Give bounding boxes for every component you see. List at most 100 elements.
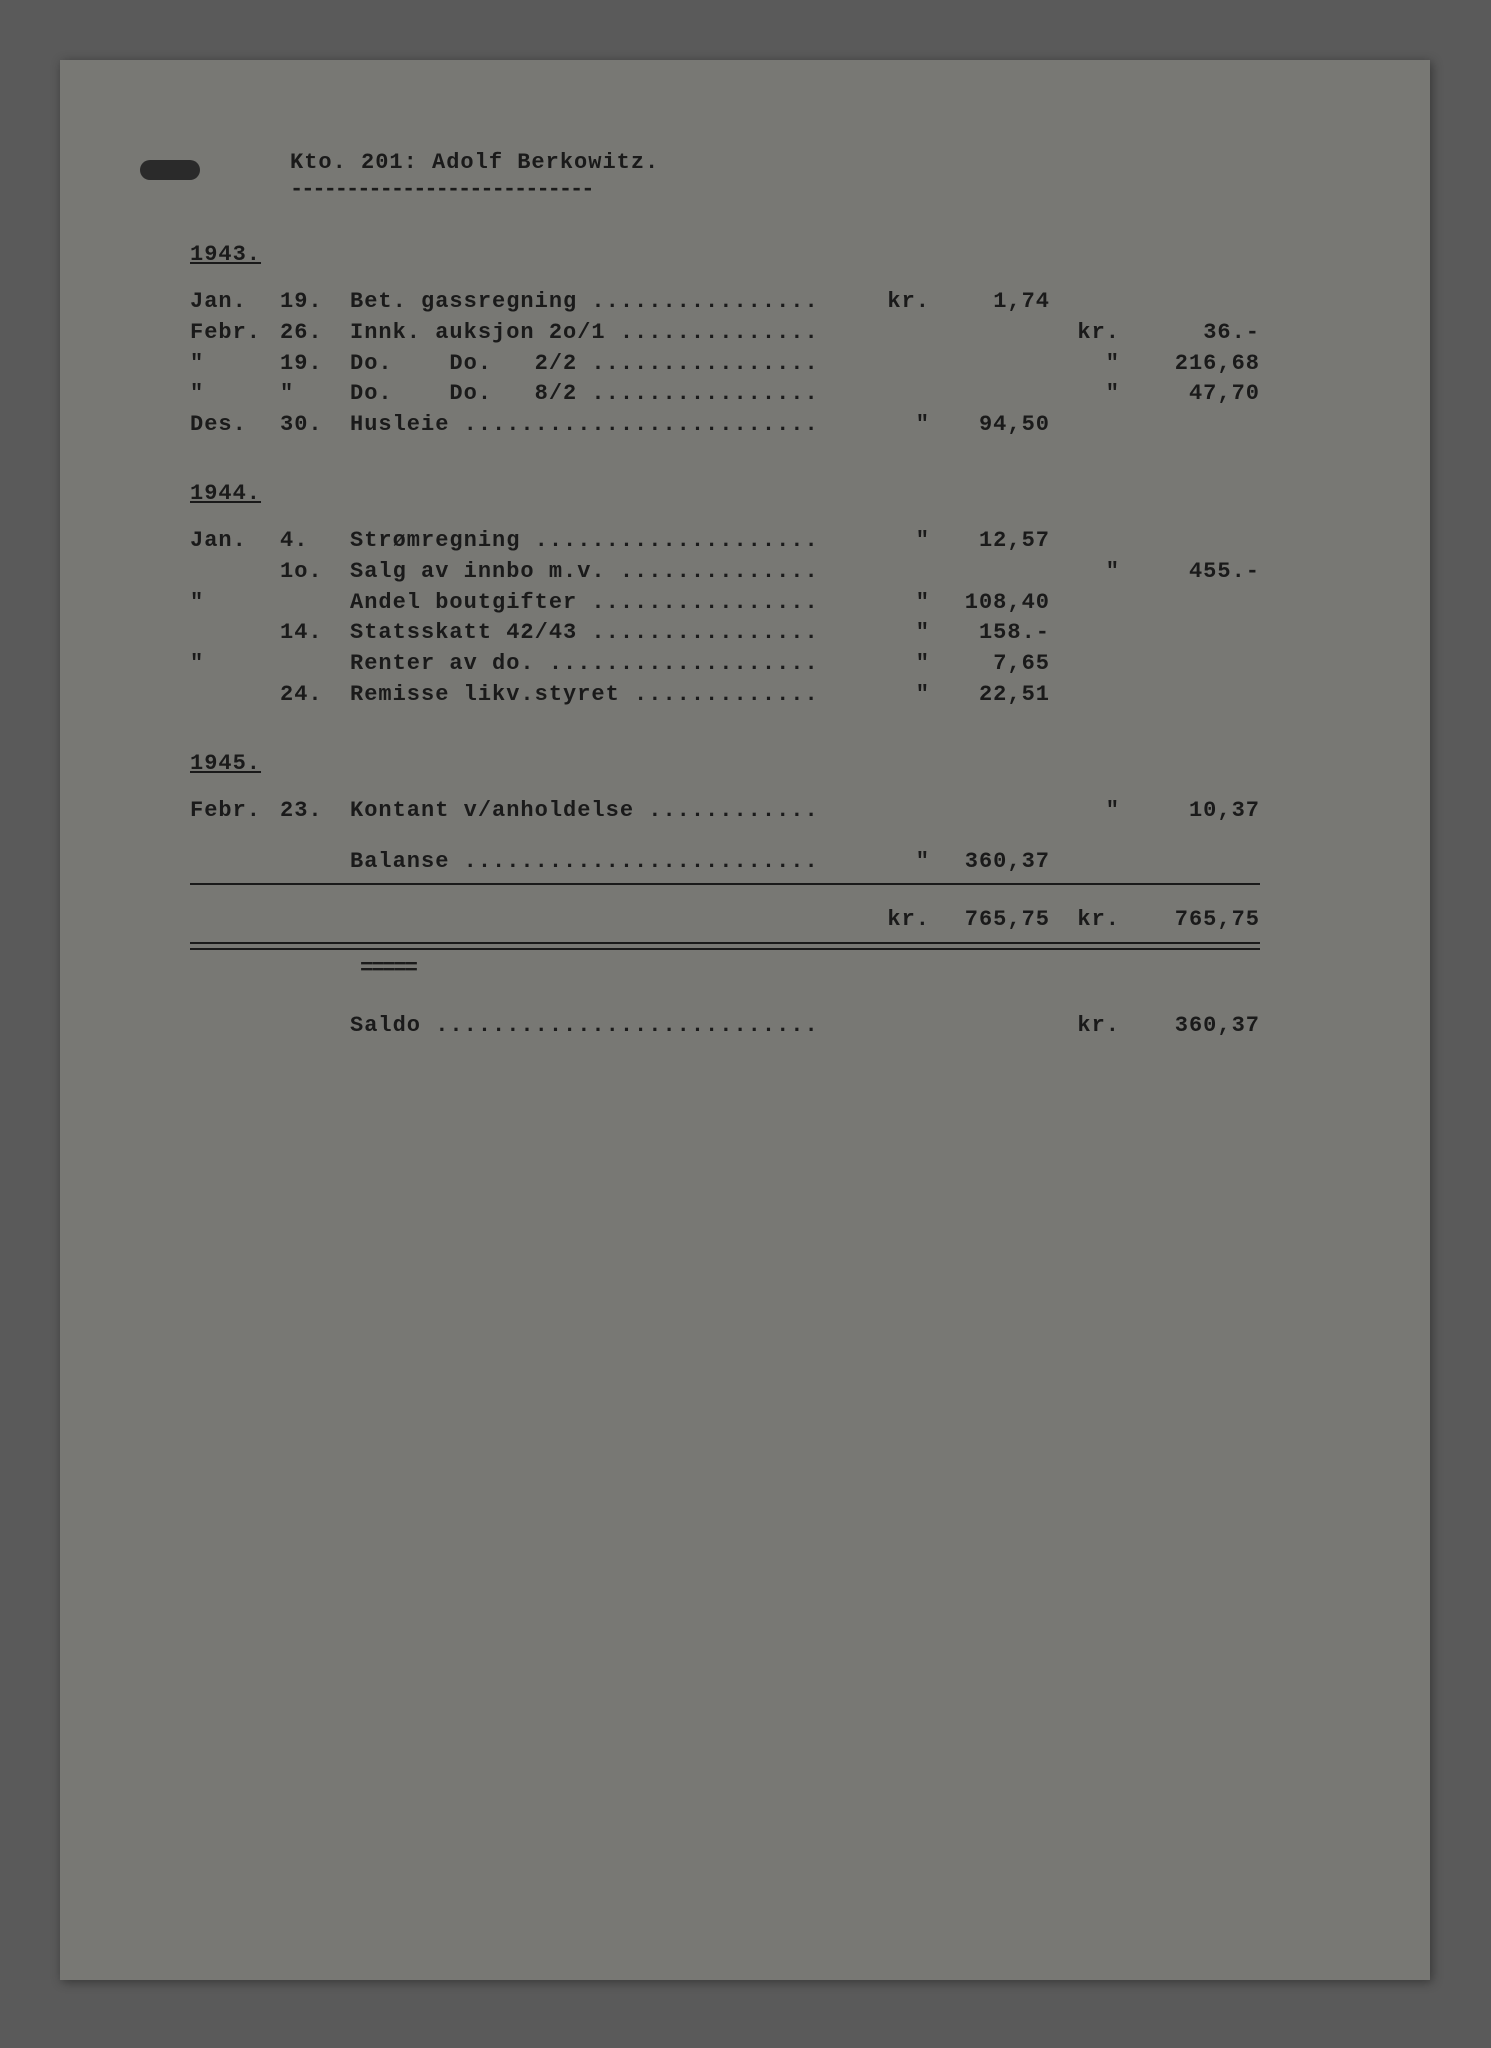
cell: " (870, 410, 930, 441)
cell: " (870, 618, 930, 649)
cell (190, 618, 280, 649)
ledger-row: "Renter av do. ..................."7,65 (190, 649, 1360, 680)
year-heading: 1945. (190, 751, 1360, 776)
cell (1120, 847, 1260, 878)
document-page: Kto. 201: Adolf Berkowitz. -------------… (60, 60, 1430, 1980)
cell: kr. (870, 287, 930, 318)
cell: 158.- (930, 618, 1050, 649)
cell: Febr. (190, 796, 280, 827)
cell: " (190, 379, 280, 410)
cell (870, 796, 930, 827)
cell: Andel boutgifter ................ (350, 588, 870, 619)
cell (930, 349, 1050, 380)
cell: Des. (190, 410, 280, 441)
cell: 108,40 (930, 588, 1050, 619)
cell: Do. Do. 8/2 ................ (350, 379, 870, 410)
cell: 19. (280, 349, 350, 380)
cell: " (870, 847, 930, 878)
cell: " (870, 526, 930, 557)
cell (350, 905, 870, 936)
cell (1050, 287, 1120, 318)
double-rule-line (190, 942, 1260, 950)
cell (1050, 649, 1120, 680)
cell: kr. (1050, 318, 1120, 349)
cell: kr. (1050, 1011, 1120, 1042)
cell (280, 649, 350, 680)
cell: Jan. (190, 287, 280, 318)
cell: Jan. (190, 526, 280, 557)
cell: 765,75 (1120, 905, 1260, 936)
punch-hole (140, 160, 200, 180)
cell: Bet. gassregning ................ (350, 287, 870, 318)
cell: Renter av do. ................... (350, 649, 870, 680)
cell: 765,75 (930, 905, 1050, 936)
ledger-section: Jan.4.Strømregning ...................."… (190, 526, 1360, 711)
ledger-row: "Andel boutgifter ................"108,4… (190, 588, 1360, 619)
cell: Statsskatt 42/43 ................ (350, 618, 870, 649)
cell: 1,74 (930, 287, 1050, 318)
cell: Kontant v/anholdelse ............ (350, 796, 870, 827)
year-heading: 1944. (190, 481, 1360, 506)
cell: Innk. auksjon 2o/1 .............. (350, 318, 870, 349)
cell (1050, 847, 1120, 878)
saldo-row: Saldo ........................... kr. 36… (190, 1011, 1360, 1042)
cell: 12,57 (930, 526, 1050, 557)
cell: Febr. (190, 318, 280, 349)
cell: kr. (1050, 905, 1120, 936)
balance-row: Balanse ......................... " 360,… (190, 847, 1360, 878)
cell (1120, 618, 1260, 649)
cell: 1o. (280, 557, 350, 588)
cell: 4. (280, 526, 350, 557)
cell (280, 1011, 350, 1042)
cell: 30. (280, 410, 350, 441)
ledger-section: Jan.19.Bet. gassregning ................… (190, 287, 1360, 441)
cell (1050, 680, 1120, 711)
cell (1050, 410, 1120, 441)
cell (870, 557, 930, 588)
cell (190, 905, 280, 936)
cell (1120, 649, 1260, 680)
ledger-body: 1943.Jan.19.Bet. gassregning ...........… (130, 242, 1360, 827)
ledger-row: Des.30.Husleie .........................… (190, 410, 1360, 441)
cell (280, 847, 350, 878)
cell: kr. (870, 905, 930, 936)
cell: 23. (280, 796, 350, 827)
cell: " (190, 349, 280, 380)
cell (280, 588, 350, 619)
cell (280, 905, 350, 936)
cell: 360,37 (930, 847, 1050, 878)
cell: " (280, 379, 350, 410)
ledger-row: 1o.Salg av innbo m.v. .............."455… (190, 557, 1360, 588)
cell (1050, 526, 1120, 557)
totals-block: kr. 765,75 kr. 765,75 (190, 905, 1360, 936)
cell: 19. (280, 287, 350, 318)
cell (870, 318, 930, 349)
ledger-row: Febr.26.Innk. auksjon 2o/1 .............… (190, 318, 1360, 349)
cell: 360,37 (1120, 1011, 1260, 1042)
cell (1120, 526, 1260, 557)
cell: " (1050, 349, 1120, 380)
cell: Balanse ......................... (350, 847, 870, 878)
saldo-block: Saldo ........................... kr. 36… (190, 1011, 1360, 1042)
cell (1120, 680, 1260, 711)
cell: Strømregning .................... (350, 526, 870, 557)
cell: 10,37 (1120, 796, 1260, 827)
cell: 26. (280, 318, 350, 349)
cell (870, 349, 930, 380)
cell (190, 1011, 280, 1042)
balance-block: Balanse ......................... " 360,… (190, 847, 1360, 878)
account-title: Kto. 201: Adolf Berkowitz. (290, 150, 1360, 175)
cell: 36.- (1120, 318, 1260, 349)
cell: Do. Do. 2/2 ................ (350, 349, 870, 380)
cell (930, 557, 1050, 588)
cell (870, 1011, 930, 1042)
cell: 7,65 (930, 649, 1050, 680)
cell: Husleie ......................... (350, 410, 870, 441)
cell (930, 796, 1050, 827)
year-heading: 1943. (190, 242, 1360, 267)
ledger-row: Jan.4.Strømregning ...................."… (190, 526, 1360, 557)
cell: " (1050, 379, 1120, 410)
cell (870, 379, 930, 410)
cell (1050, 618, 1120, 649)
cell (1050, 588, 1120, 619)
